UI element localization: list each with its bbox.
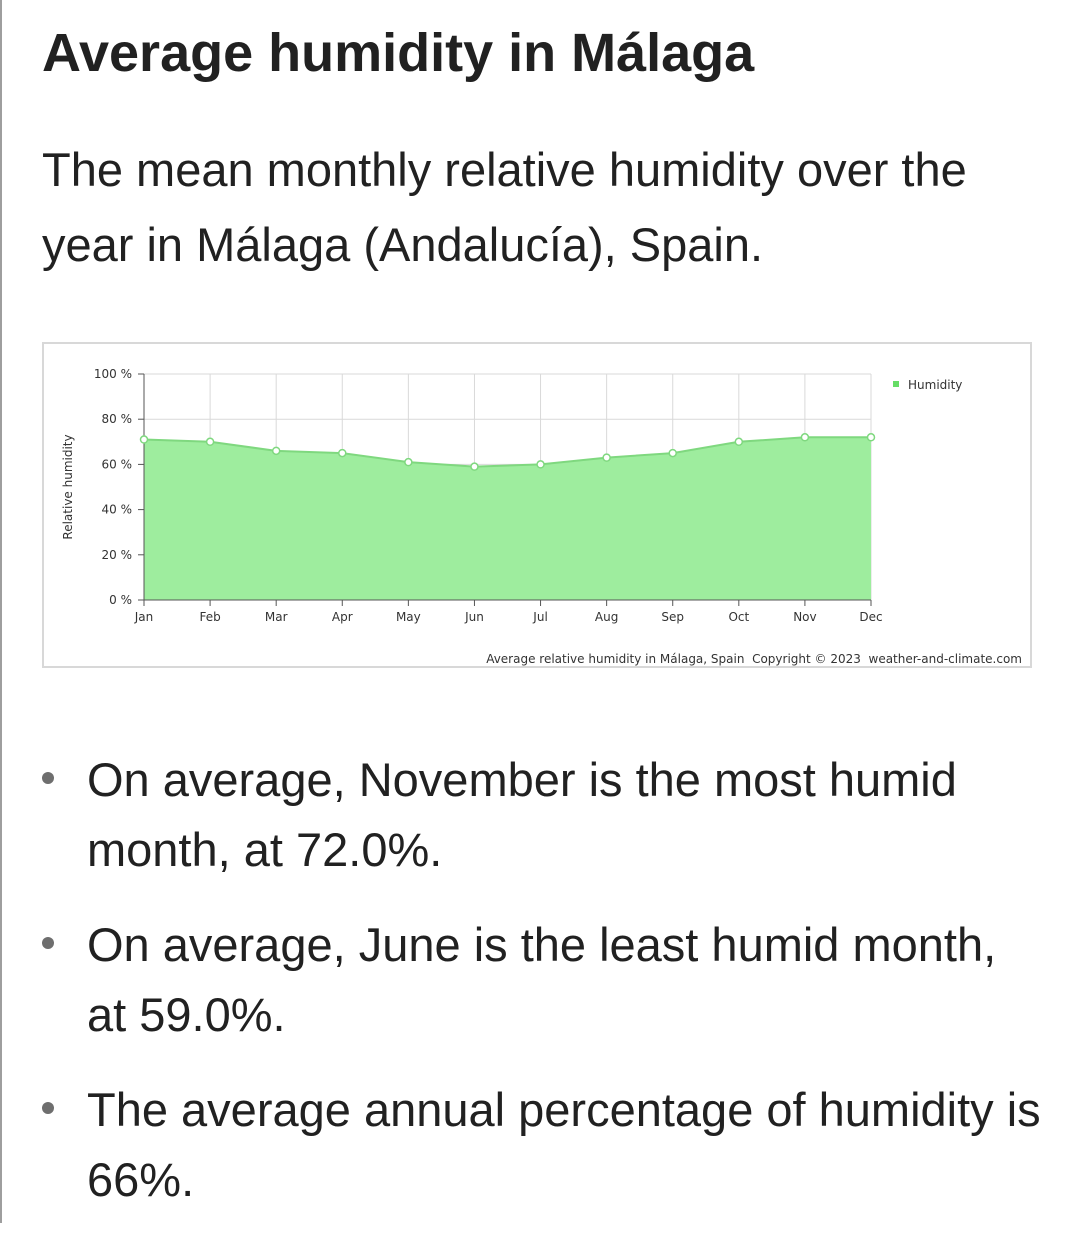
data-point-jun <box>470 462 479 471</box>
x-tick-label: Sep <box>661 610 684 624</box>
fact-text: The average annual percentage of humidit… <box>87 1083 1041 1206</box>
legend-label: Humidity <box>908 378 962 392</box>
x-tick-label: Jul <box>532 610 547 624</box>
data-point-sep <box>668 448 677 458</box>
x-tick-label: May <box>396 610 421 624</box>
humidity-chart: 0 % 20 % 40 % 60 % 80 % 100 % Jan Feb Mar Apr May J… <box>42 342 1032 668</box>
bullet-dot-icon <box>42 772 54 784</box>
data-point-dec <box>866 433 876 442</box>
x-tick-label: Dec <box>859 610 882 624</box>
data-point-nov <box>800 433 810 442</box>
chart-caption: Average relative humidity in Málaga, Spa… <box>486 652 1022 666</box>
fact-least-humid: On average, June is the least humid mont… <box>42 910 1042 1050</box>
humidity-line <box>143 436 871 468</box>
fact-most-humid: On average, November is the most humid m… <box>42 745 1042 885</box>
x-tick-label: Jan <box>134 610 154 624</box>
y-tick-label: 20 % <box>102 548 133 562</box>
bullet-dot-icon <box>42 1102 54 1114</box>
data-point-mar <box>271 446 281 456</box>
x-tick-label: Jun <box>464 610 484 624</box>
data-point-apr <box>338 448 347 458</box>
y-tick-label: 80 % <box>102 412 133 426</box>
data-point-feb <box>205 437 215 447</box>
fact-text: On average, June is the least humid mont… <box>87 918 997 1041</box>
fact-text: On average, November is the most humid m… <box>87 753 957 876</box>
humidity-area <box>144 437 871 600</box>
y-tick-label: 100 % <box>94 367 132 381</box>
data-point-jan <box>139 435 149 444</box>
data-point-aug <box>602 453 611 462</box>
x-tick-label: Feb <box>199 610 220 624</box>
x-tick-label: Oct <box>728 610 749 624</box>
facts-list: On average, November is the most humid m… <box>42 745 1042 1240</box>
y-tick-label: 0 % <box>109 593 132 607</box>
y-tick-label: 40 % <box>102 503 133 517</box>
humidity-chart-svg: 0 % 20 % 40 % 60 % 80 % 100 % Jan Feb Mar Apr May J… <box>61 367 1022 666</box>
legend-swatch <box>893 381 899 387</box>
left-border <box>0 0 2 1223</box>
data-point-oct <box>734 437 744 447</box>
bullet-dot-icon <box>42 937 54 949</box>
x-tick-label: Mar <box>265 610 288 624</box>
data-point-jul <box>536 460 545 469</box>
data-point-may <box>404 457 413 467</box>
x-tick-label: Apr <box>332 610 353 624</box>
intro-text: The mean monthly relative humidity over … <box>42 143 967 271</box>
fact-annual-average: The average annual percentage of humidit… <box>42 1075 1042 1215</box>
y-axis-title: Relative humidity <box>61 434 75 539</box>
x-tick-label: Nov <box>793 610 816 624</box>
page-title: Average humidity in Málaga <box>42 23 755 83</box>
y-tick-label: 60 % <box>102 457 133 471</box>
x-tick-label: Aug <box>595 610 618 624</box>
